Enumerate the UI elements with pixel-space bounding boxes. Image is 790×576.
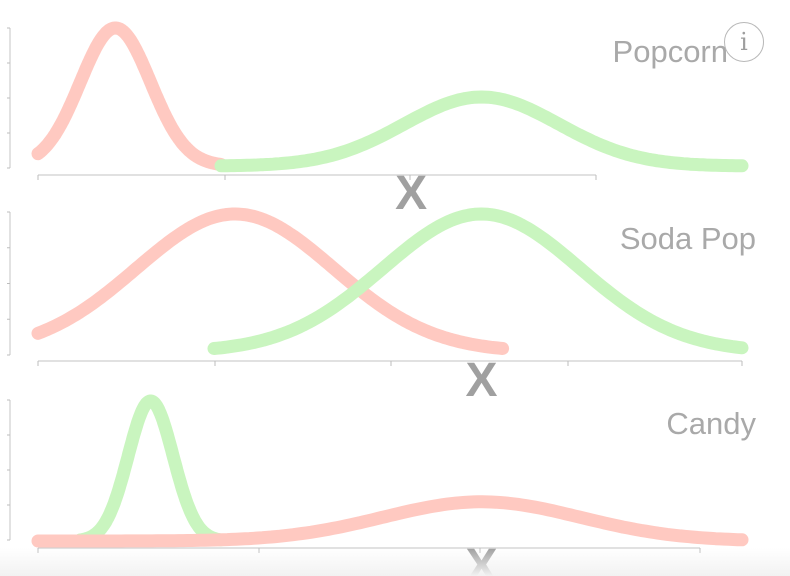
series-line-0	[73, 394, 228, 547]
panel-title: Soda Pop	[620, 221, 756, 256]
panel-0: Popcorn X	[7, 21, 749, 220]
series-line-1	[31, 495, 749, 548]
series-line-1	[207, 207, 749, 355]
panel-title: Candy	[666, 406, 756, 441]
bottom-fade	[0, 548, 790, 576]
series-line-0	[31, 207, 510, 355]
x-marker: X	[395, 167, 427, 220]
x-marker: X	[466, 354, 498, 407]
panel-2: CandyX	[7, 394, 757, 576]
panel-1: Soda Pop X	[7, 207, 756, 407]
series-line-0	[31, 21, 228, 171]
info-icon: i	[740, 28, 748, 56]
series-line-1	[214, 90, 749, 173]
info-button[interactable]: i	[724, 22, 764, 62]
panel-title: Popcorn	[613, 34, 728, 69]
